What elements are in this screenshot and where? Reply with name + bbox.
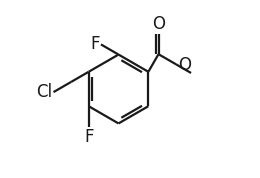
Text: Cl: Cl: [36, 83, 52, 101]
Text: O: O: [178, 56, 191, 74]
Text: O: O: [152, 15, 165, 33]
Text: F: F: [90, 35, 100, 53]
Text: F: F: [84, 128, 93, 146]
